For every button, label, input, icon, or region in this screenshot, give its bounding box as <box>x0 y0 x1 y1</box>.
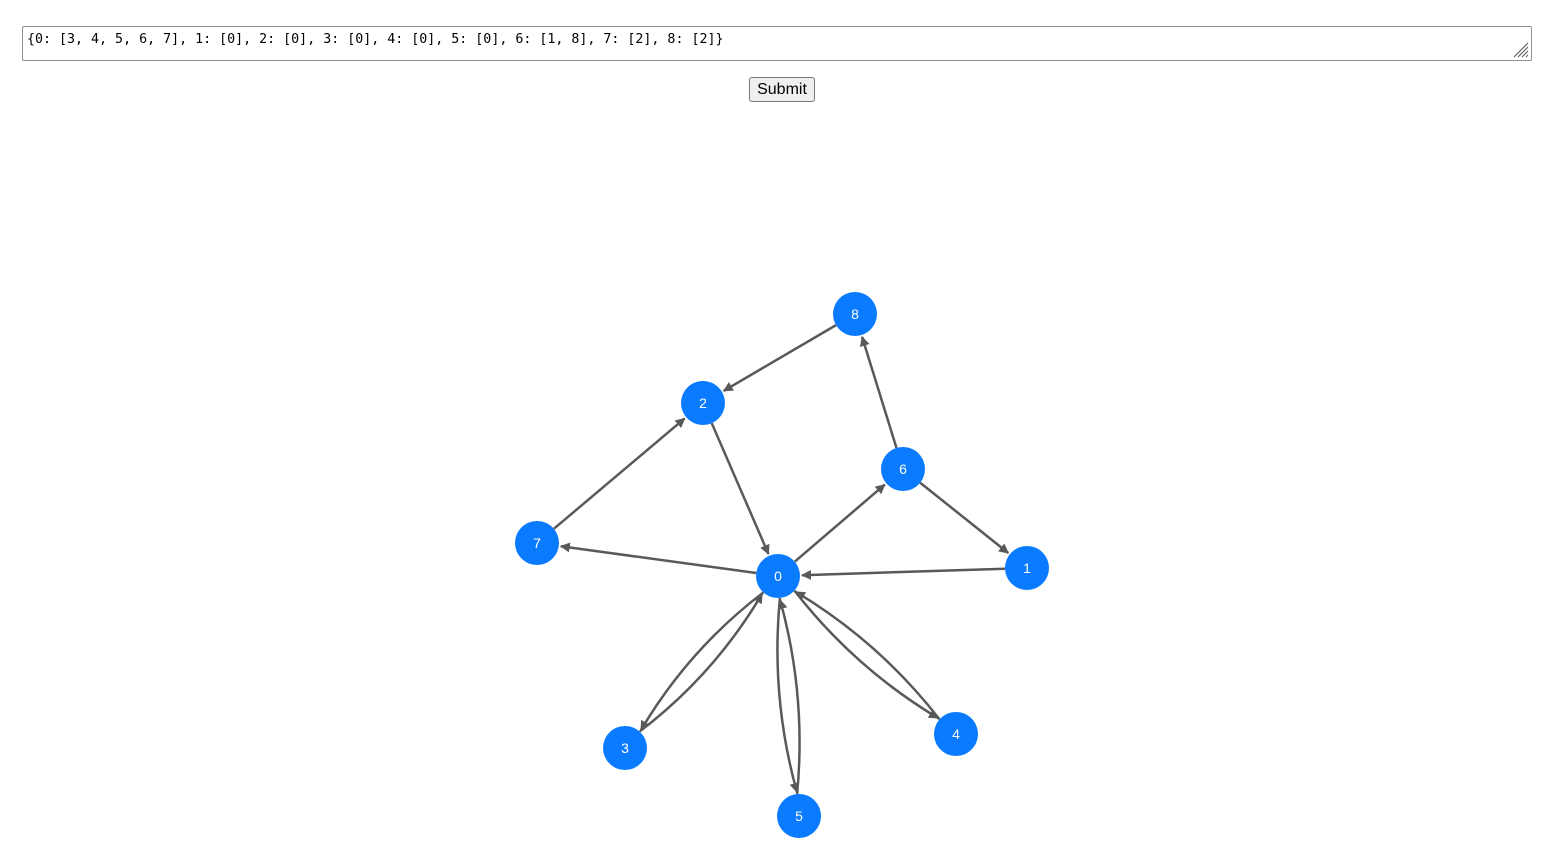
node-4-label: 4 <box>952 726 960 742</box>
edge-2-to-0 <box>710 422 770 555</box>
node-8[interactable]: 8 <box>833 292 877 336</box>
node-3[interactable]: 3 <box>603 726 647 770</box>
node-8-label: 8 <box>851 306 859 322</box>
node-7-label: 7 <box>533 535 541 551</box>
node-0-circle <box>756 554 800 598</box>
edge-0-to-3 <box>639 591 765 731</box>
node-7[interactable]: 7 <box>515 521 559 565</box>
node-8-circle <box>833 292 877 336</box>
node-4[interactable]: 4 <box>934 712 978 756</box>
adjacency-list-input[interactable] <box>23 27 1531 60</box>
node-2-circle <box>681 381 725 425</box>
node-1-circle <box>1005 546 1049 590</box>
node-5[interactable]: 5 <box>777 794 821 838</box>
edge-3-to-0 <box>638 593 764 733</box>
node-2-label: 2 <box>699 395 707 411</box>
submit-button[interactable]: Submit <box>749 77 815 102</box>
node-0-label: 0 <box>774 568 782 584</box>
adjacency-input-wrapper <box>22 26 1532 61</box>
node-6-label: 6 <box>899 461 907 477</box>
node-3-label: 3 <box>621 740 629 756</box>
edges-layer <box>553 324 1010 795</box>
node-2[interactable]: 2 <box>681 381 725 425</box>
edge-4-to-0 <box>795 590 941 721</box>
edge-0-to-4 <box>793 589 939 720</box>
nodes-layer: 0 1 2 3 4 5 6 7 8 <box>515 292 1049 838</box>
edge-1-to-0 <box>800 567 1006 580</box>
edge-6-to-1 <box>919 481 1010 555</box>
node-5-label: 5 <box>795 808 803 824</box>
node-6[interactable]: 6 <box>881 447 925 491</box>
edge-6-to-8 <box>859 335 898 449</box>
edge-8-to-2 <box>722 324 837 392</box>
edge-0-to-6 <box>793 483 886 563</box>
edge-5-to-0 <box>777 598 801 795</box>
edge-7-to-2 <box>553 417 686 530</box>
node-6-circle <box>881 447 925 491</box>
edge-0-to-5 <box>776 597 800 794</box>
resize-grip-icon[interactable] <box>1511 40 1529 58</box>
node-5-circle <box>777 794 821 838</box>
node-0[interactable]: 0 <box>756 554 800 598</box>
node-3-circle <box>603 726 647 770</box>
node-4-circle <box>934 712 978 756</box>
node-1[interactable]: 1 <box>1005 546 1049 590</box>
node-1-label: 1 <box>1023 560 1031 576</box>
node-7-circle <box>515 521 559 565</box>
edge-0-to-7 <box>559 542 757 575</box>
